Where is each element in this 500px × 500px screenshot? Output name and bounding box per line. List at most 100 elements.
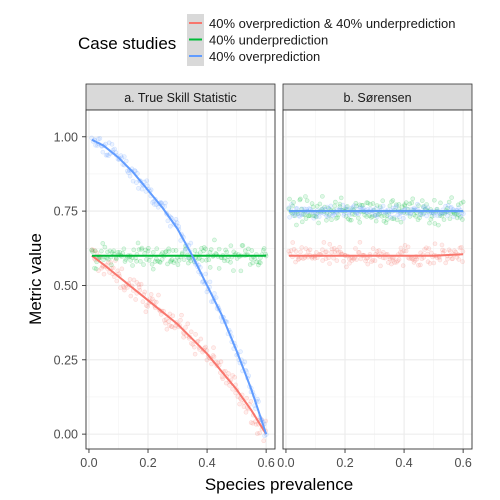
data-point [167, 323, 172, 328]
data-point [301, 212, 306, 217]
data-point [425, 205, 431, 211]
data-point [367, 213, 372, 218]
data-point [460, 199, 466, 205]
data-point [207, 250, 213, 255]
data-point [140, 299, 146, 305]
data-point [122, 259, 128, 264]
data-point [374, 203, 380, 208]
x-axis-tss: 0.0 0.2 0.4 0.6 [80, 449, 275, 470]
data-point [299, 212, 305, 217]
data-point [228, 260, 233, 265]
data-point [297, 197, 303, 203]
data-point [155, 204, 161, 210]
data-point [163, 200, 168, 206]
data-point [437, 213, 443, 218]
data-point [201, 248, 206, 254]
data-point [131, 247, 137, 253]
data-point [93, 248, 98, 254]
data-point [111, 248, 117, 254]
data-point [324, 249, 329, 254]
data-point [138, 281, 144, 287]
data-point [334, 258, 340, 263]
data-point [347, 212, 352, 218]
y-axis: 0.00 0.25 0.50 0.75 1.00 [54, 130, 86, 442]
data-point [316, 220, 321, 226]
x-tick-label: 0.6 [454, 456, 471, 470]
data-point [370, 257, 376, 263]
data-point [384, 213, 390, 218]
data-point [106, 260, 111, 265]
data-point [152, 299, 157, 304]
data-point [238, 268, 244, 274]
data-point [106, 153, 111, 158]
data-point [306, 213, 312, 219]
data-point [332, 203, 338, 209]
data-point [336, 249, 341, 255]
data-point [103, 152, 109, 158]
data-point [188, 258, 194, 264]
data-point [314, 203, 320, 209]
data-point [457, 245, 463, 251]
data-point [307, 213, 313, 218]
data-point [332, 249, 338, 255]
data-point [394, 203, 400, 209]
data-point [101, 271, 107, 277]
data-point [337, 201, 343, 207]
facet-panel-tss: a. True Skill Statistic [85, 83, 276, 450]
data-point [150, 250, 156, 255]
data-point [388, 214, 393, 220]
data-point [426, 246, 432, 251]
data-point [333, 216, 339, 221]
data-point [289, 202, 294, 207]
data-point [373, 206, 379, 211]
data-point [135, 240, 141, 246]
data-point [100, 241, 106, 246]
data-point [320, 194, 325, 199]
data-point [164, 326, 170, 332]
data-point [390, 257, 396, 263]
data-point [286, 206, 292, 212]
data-point [173, 217, 179, 222]
data-point [93, 266, 99, 272]
data-point [417, 212, 423, 218]
data-point [192, 344, 197, 350]
facet-title-sorensen: b. Sørensen [343, 91, 411, 105]
data-point [292, 212, 298, 217]
data-point [411, 205, 417, 211]
data-point [223, 368, 228, 374]
data-point [228, 243, 234, 249]
data-point [402, 243, 408, 248]
data-point [105, 256, 111, 262]
x-tick-label: 0.0 [80, 456, 97, 470]
data-point [224, 249, 230, 255]
data-point [143, 247, 148, 253]
data-point [322, 204, 327, 210]
data-point [317, 201, 323, 207]
legend-label-1: 40% underprediction [209, 33, 328, 48]
data-point [330, 213, 335, 219]
data-point [460, 259, 465, 264]
data-point [107, 248, 113, 254]
data-point [365, 261, 371, 267]
x-tick-label: 0.0 [277, 456, 294, 470]
data-point [230, 373, 235, 378]
data-point [238, 349, 243, 354]
data-point [257, 430, 262, 436]
data-point [370, 201, 376, 206]
data-point [357, 240, 363, 245]
data-point [347, 217, 353, 223]
data-point [294, 222, 299, 228]
data-point [447, 249, 453, 254]
data-point [211, 354, 217, 360]
data-point [439, 242, 445, 248]
data-point [356, 250, 361, 255]
data-point [89, 247, 94, 253]
data-point [190, 342, 196, 347]
data-point [343, 214, 349, 219]
data-point [256, 259, 262, 265]
data-point [223, 380, 229, 386]
data-point [431, 213, 437, 218]
data-point [118, 153, 124, 158]
data-point [422, 247, 427, 252]
data-point [167, 311, 173, 317]
